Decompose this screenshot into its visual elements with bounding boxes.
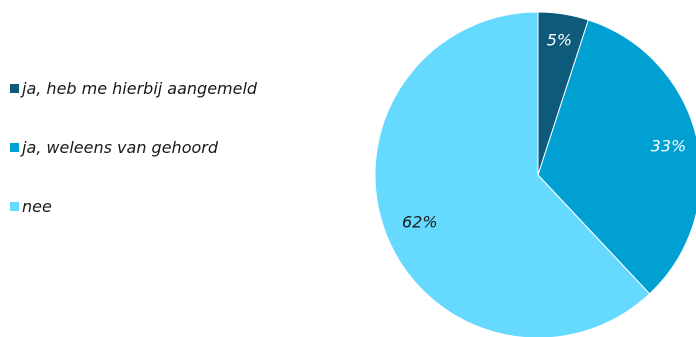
legend-label-nee: nee xyxy=(22,196,52,216)
legend-item-aangemeld: ja, heb me hierbij aangemeld xyxy=(10,78,257,98)
pie-slice-nee xyxy=(374,11,651,337)
pie-slice-gehoord xyxy=(537,19,696,295)
legend-swatch-gehoord xyxy=(10,142,19,152)
legend-item-gehoord: ja, weleens van gehoord xyxy=(10,137,257,157)
legend-label-aangemeld: ja, heb me hierbij aangemeld xyxy=(22,78,258,98)
legend-swatch-nee xyxy=(10,201,19,211)
legend-swatch-aangemeld xyxy=(10,83,19,93)
slice-label-nee: 62% xyxy=(402,212,438,231)
legend-item-nee: nee xyxy=(10,196,257,216)
slice-label-aangemeld: 5% xyxy=(547,30,572,49)
legend-label-gehoord: ja, weleens van gehoord xyxy=(22,137,218,157)
chart-legend: ja, heb me hierbij aangemeld ja, weleens… xyxy=(10,78,257,255)
slice-label-gehoord: 33% xyxy=(651,136,687,155)
